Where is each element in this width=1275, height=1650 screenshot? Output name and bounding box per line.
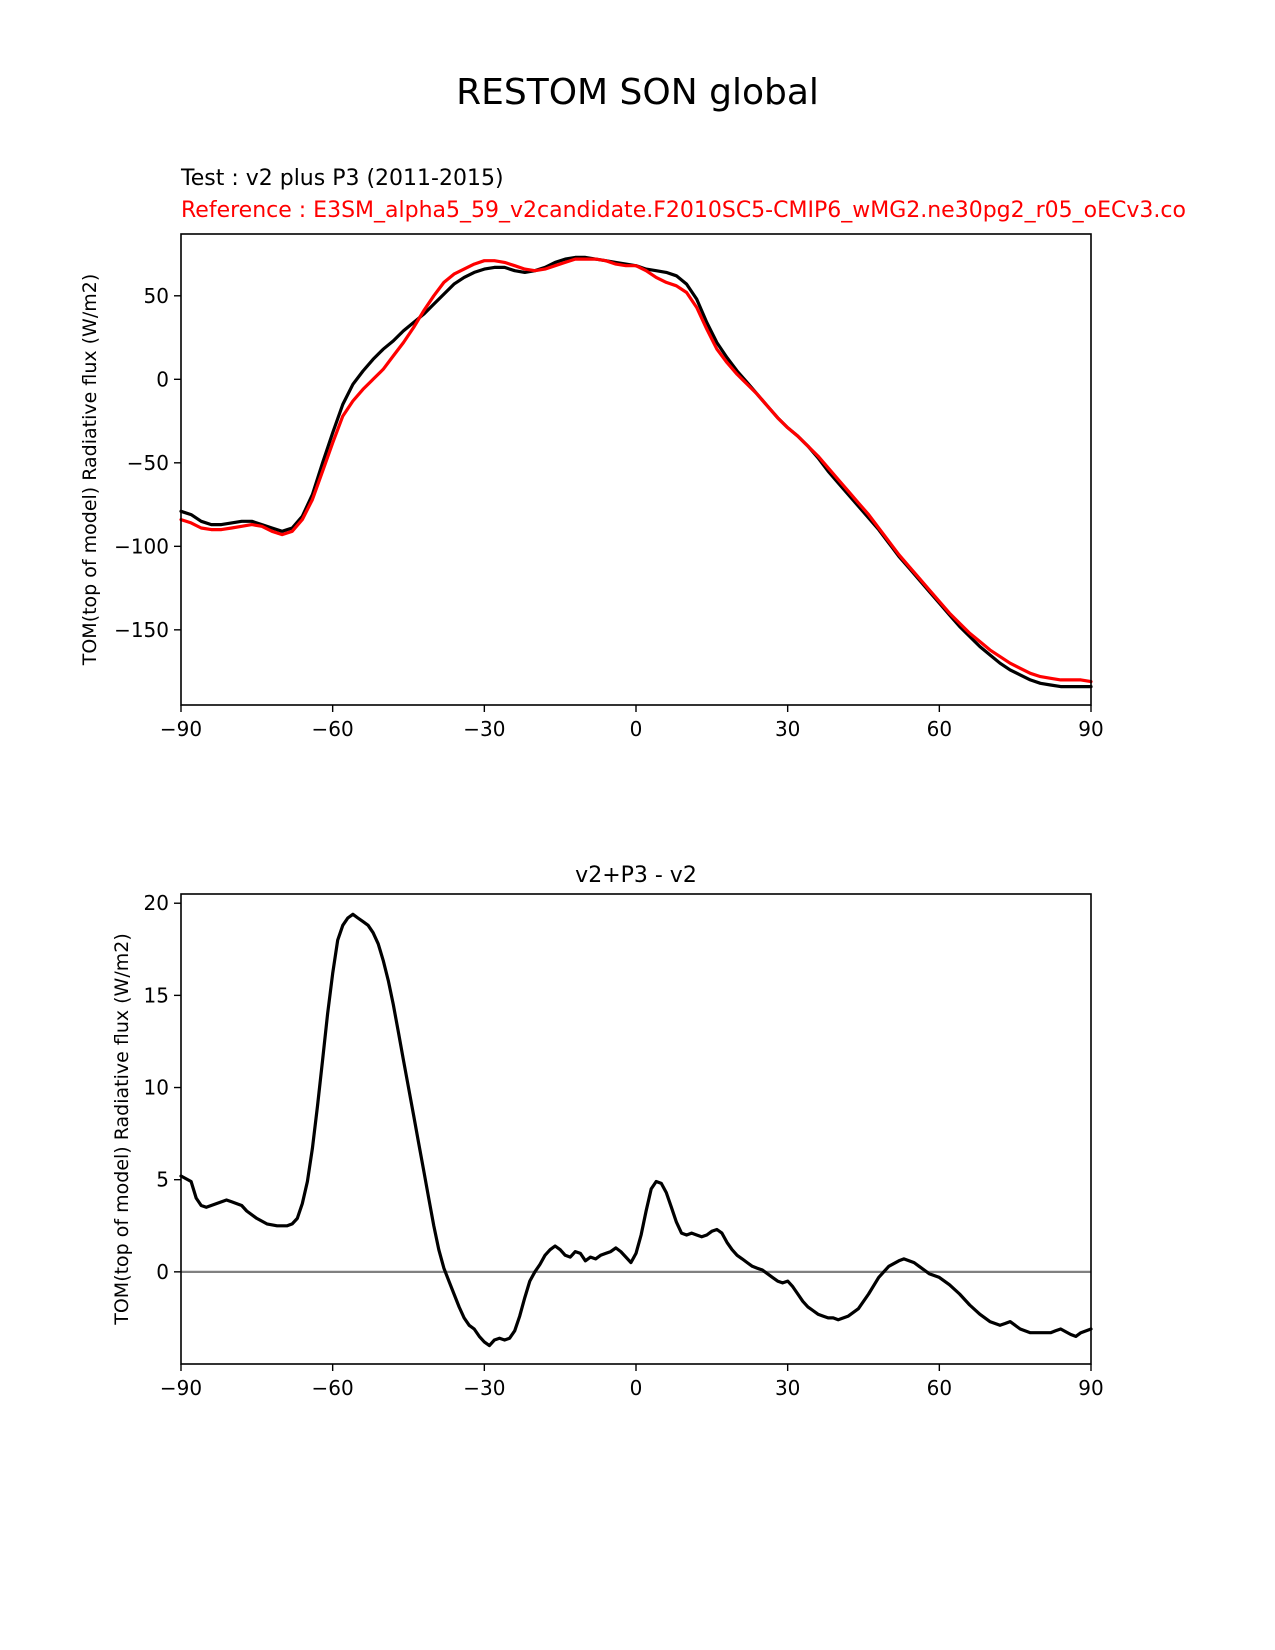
bottom-y-tick-label: 5 — [156, 1168, 169, 1192]
top-x-tick-label: −60 — [312, 717, 354, 741]
reference-label: Reference : E3SM_alpha5_59_v2candidate.F… — [181, 198, 1186, 223]
top-y-tick-label: 50 — [144, 284, 169, 308]
top-y-tick-label: −150 — [114, 618, 169, 642]
top-series-test — [179, 255, 1093, 689]
bottom-x-tick-label: −30 — [463, 1376, 505, 1400]
bottom-series-difference — [179, 912, 1093, 1348]
figure-title: RESTOM SON global — [456, 72, 819, 113]
top-line-chart: −90 −60 −30 0 30 60 90 −150 −100 −50 0 50 TOM(top of… — [79, 233, 1104, 741]
bottom-chart-title: v2+P3 - v2 — [575, 863, 697, 888]
bottom-x-tick-label: 30 — [775, 1376, 800, 1400]
top-y-tick-label: −50 — [127, 451, 169, 475]
top-y-axis-label: TOM(top of model) Radiative flux (W/m2) — [79, 274, 101, 667]
top-x-tick-label: −30 — [463, 717, 505, 741]
bottom-x-tick-label: −90 — [160, 1376, 202, 1400]
top-x-tick-label: −90 — [160, 717, 202, 741]
bottom-x-tick-label: 0 — [630, 1376, 643, 1400]
bottom-axes-frame — [180, 893, 1092, 1365]
top-y-tick-label: 0 — [156, 367, 169, 391]
top-y-tick-label: −100 — [114, 534, 169, 558]
bottom-x-tick-label: 60 — [927, 1376, 952, 1400]
bottom-x-tick-label: 90 — [1078, 1376, 1103, 1400]
bottom-y-axis-label: TOM(top of model) Radiative flux (W/m2) — [111, 933, 133, 1326]
bottom-y-tick-label: 0 — [156, 1260, 169, 1284]
bottom-y-tick-label: 15 — [144, 983, 169, 1007]
bottom-x-tick-label: −60 — [312, 1376, 354, 1400]
top-x-tick-label: 0 — [630, 717, 643, 741]
top-x-tick-label: 90 — [1078, 717, 1103, 741]
top-axes-frame — [180, 233, 1092, 706]
test-label: Test : v2 plus P3 (2011-2015) — [181, 166, 504, 191]
bottom-y-tick-label: 20 — [144, 891, 169, 915]
top-series-reference — [179, 257, 1093, 684]
difference-line-chart: −90 −60 −30 0 30 60 90 0 5 10 15 20 TOM(top of model… — [111, 863, 1104, 1400]
top-x-tick-label: 30 — [775, 717, 800, 741]
bottom-y-tick-label: 10 — [144, 1076, 169, 1100]
top-x-tick-label: 60 — [927, 717, 952, 741]
